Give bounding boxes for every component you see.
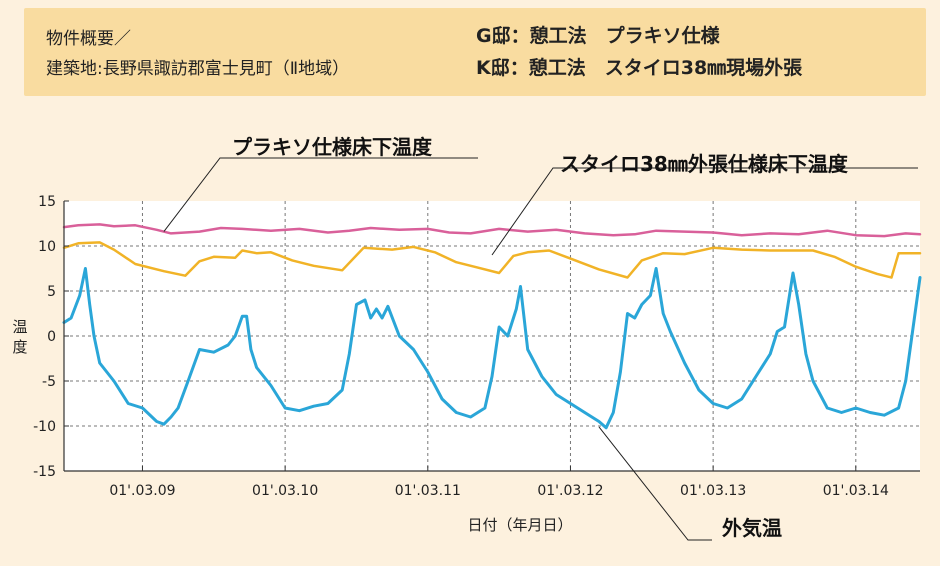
x-tick-label: 01'.03.10 <box>252 483 318 499</box>
y-tick-label: -5 <box>42 374 56 390</box>
series-callout-label: プラキソ仕様床下温度 <box>232 135 433 159</box>
callout-leader-line <box>491 167 918 256</box>
y-tick-label: -10 <box>33 419 56 435</box>
series-callout-label: スタイロ38㎜外張仕様床下温度 <box>560 152 849 176</box>
series-lines <box>62 223 922 430</box>
building-location-text: 建築地:長野県諏訪郡富士見町（Ⅱ地域） <box>46 59 350 79</box>
house-k-spec-text: K邸：憩工法 スタイロ38㎜現場外張 <box>476 57 803 79</box>
callout-leader-line <box>598 426 712 541</box>
callout-leader-line <box>163 157 478 232</box>
y-axis-label-char-1: 温 <box>12 318 27 336</box>
y-tick-label: 10 <box>38 239 56 255</box>
y-tick-label: -15 <box>33 464 56 480</box>
x-axis-label: 日付（年月日） <box>467 516 572 534</box>
axes: 15 10 5 0 -5 -10 -15 01'.03.09 01'.03.10 01'.03.1… <box>33 194 920 499</box>
house-g-spec-text: G邸：憩工法 プラキソ仕様 <box>476 25 720 47</box>
series-line-1 <box>62 223 922 238</box>
x-tick-label: 01'.03.13 <box>680 483 746 499</box>
y-tick-label: 15 <box>38 194 56 210</box>
property-overview-label: 物件概要／ <box>46 29 131 49</box>
y-tick-label: 5 <box>47 284 56 300</box>
x-tick-label: 01'.03.12 <box>537 483 603 499</box>
x-tick-label: 01'.03.14 <box>823 483 889 499</box>
series-line-2 <box>62 241 922 279</box>
property-info-box: 物件概要／ 建築地:長野県諏訪郡富士見町（Ⅱ地域） G邸：憩工法 プラキソ仕様 … <box>24 8 926 96</box>
x-tick-label: 01'.03.11 <box>395 483 461 499</box>
x-tick-label: 01'.03.09 <box>109 483 175 499</box>
y-tick-label: 0 <box>47 329 56 345</box>
series-callout-label: 外気温 <box>722 516 782 540</box>
y-axis-label-char-2: 度 <box>12 338 27 356</box>
series-line-3 <box>62 267 922 430</box>
